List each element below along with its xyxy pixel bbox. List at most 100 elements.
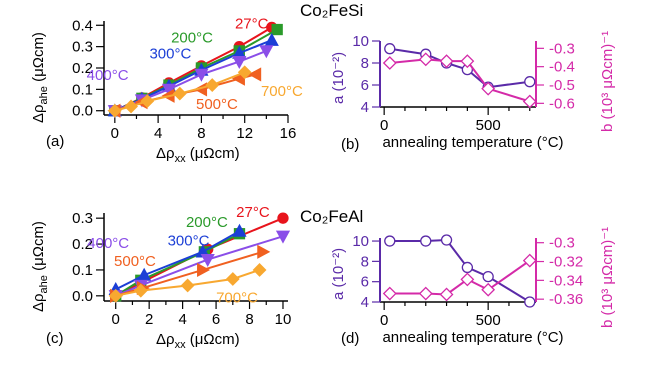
- data-point: [384, 43, 396, 55]
- data-point: [180, 278, 195, 293]
- data-point: [140, 94, 155, 109]
- data-point: [522, 94, 537, 109]
- data-point: [197, 262, 211, 278]
- y-tick-label: 0.3: [72, 39, 93, 56]
- data-point: [205, 78, 220, 93]
- y-tick-label: 0.2: [72, 60, 93, 77]
- series-label: 300°C: [168, 232, 210, 249]
- data-point: [460, 54, 475, 69]
- data-point: [133, 283, 148, 298]
- data-point: [439, 287, 454, 302]
- series-label: 500°C: [114, 253, 156, 270]
- series-label: 300°C: [149, 45, 191, 62]
- y-right-tick-label: -0.6: [549, 95, 575, 112]
- y-tick-label: 0.4: [72, 17, 93, 34]
- data-point: [382, 56, 397, 70]
- data-point: [482, 270, 494, 283]
- panel-label: (a): [46, 133, 64, 150]
- series-label: 200°C: [186, 214, 228, 231]
- y-tick-label: 4: [361, 294, 369, 311]
- data-point: [277, 212, 289, 224]
- y-tick-label: 0.3: [72, 210, 93, 227]
- series-line: [389, 239, 531, 303]
- panel-d: 0 500 4 6 8 10 annealing temperature (°C) a (10…: [330, 227, 616, 347]
- series-line: [115, 232, 240, 297]
- data-point: [481, 282, 496, 297]
- x-tick-label: 4: [154, 125, 162, 142]
- x-axis-label: Δρxx (μΩcm): [156, 145, 240, 165]
- data-point: [420, 235, 432, 247]
- data-point: [264, 32, 279, 46]
- series-a: [384, 234, 536, 308]
- x-tick-label: 500: [476, 117, 501, 134]
- data-point: [524, 76, 536, 88]
- data-point: [232, 223, 247, 237]
- y-tick-label: 4: [361, 99, 369, 116]
- data-point: [225, 272, 240, 286]
- series-b: [382, 52, 537, 109]
- data-point: [161, 83, 177, 97]
- y-tick-label: 8: [361, 253, 369, 270]
- y-tick-label: 0.1: [72, 262, 93, 279]
- x-tick-label: 0: [380, 312, 388, 329]
- series-line: [389, 58, 531, 103]
- series-label: 27°C: [236, 204, 270, 221]
- series-label: 27°C: [235, 15, 269, 32]
- y-tick-label: 0.1: [72, 81, 93, 98]
- panel-label: (b): [341, 136, 359, 153]
- y-tick-label: 0.0: [72, 103, 93, 120]
- data-point: [108, 288, 123, 303]
- x-tick-label: 16: [280, 125, 297, 142]
- y-right-axis-label: b (10³ μΩcm)⁻¹: [599, 31, 616, 132]
- y-right-tick-label: -0.34: [549, 272, 583, 289]
- y-right-tick-label: -0.3: [549, 235, 575, 252]
- data-point: [172, 86, 187, 101]
- data-point: [259, 45, 274, 59]
- x-tick-label: 4: [178, 311, 186, 328]
- panel-c: 0 2 4 6 8 10 0.0 0.1 0.2 0.3 Δρxx (μΩcm) Δρahe (μΩc…: [30, 204, 291, 351]
- series-line: [389, 47, 530, 89]
- x-tick-label: 6: [212, 311, 220, 328]
- y-tick-label: 0.0: [72, 288, 93, 305]
- y-tick-label: 8: [361, 55, 369, 72]
- x-tick-label: 0: [112, 311, 120, 328]
- data-point: [137, 267, 152, 281]
- data-point: [481, 81, 496, 96]
- y-right-tick-label: -0.32: [549, 254, 583, 271]
- x-tick-label: 8: [245, 311, 253, 328]
- data-point: [440, 234, 453, 246]
- data-point: [252, 263, 267, 277]
- series-a: [384, 43, 536, 93]
- x-tick-label: 10: [275, 311, 292, 328]
- data-point: [522, 253, 537, 268]
- data-point: [194, 68, 209, 82]
- y-right-tick-label: -0.36: [549, 291, 583, 308]
- data-point: [107, 103, 122, 118]
- x-tick-label: 0: [111, 125, 119, 142]
- data-point: [248, 67, 262, 82]
- series-line: [115, 250, 264, 297]
- series-label: 400°C: [87, 235, 129, 252]
- series-label: 500°C: [196, 96, 238, 113]
- data-point: [124, 99, 138, 114]
- x-axis-label: annealing temperature (°C): [382, 134, 563, 151]
- y-tick-label: 10: [352, 33, 369, 50]
- x-tick-label: 500: [476, 312, 501, 329]
- data-point: [461, 261, 474, 274]
- data-point: [418, 52, 433, 67]
- series-700°C: [107, 65, 252, 118]
- x-tick-label: 12: [236, 125, 253, 142]
- y-axis-label: Δρahe (μΩcm): [30, 32, 50, 123]
- data-point: [418, 286, 433, 301]
- x-axis-label: Δρxx (μΩcm): [156, 331, 240, 351]
- data-point: [257, 244, 271, 259]
- series-700°C: [108, 263, 267, 303]
- x-axis-label: annealing temperature (°C): [382, 329, 563, 346]
- x-tick-label: 2: [145, 311, 153, 328]
- x-tick-label: 0: [380, 117, 388, 134]
- x-tick-label: 8: [197, 125, 205, 142]
- y-axis-label: a (10⁻²): [330, 52, 347, 104]
- series-label: 700°C: [261, 83, 303, 100]
- y-tick-label: 0.2: [72, 236, 93, 253]
